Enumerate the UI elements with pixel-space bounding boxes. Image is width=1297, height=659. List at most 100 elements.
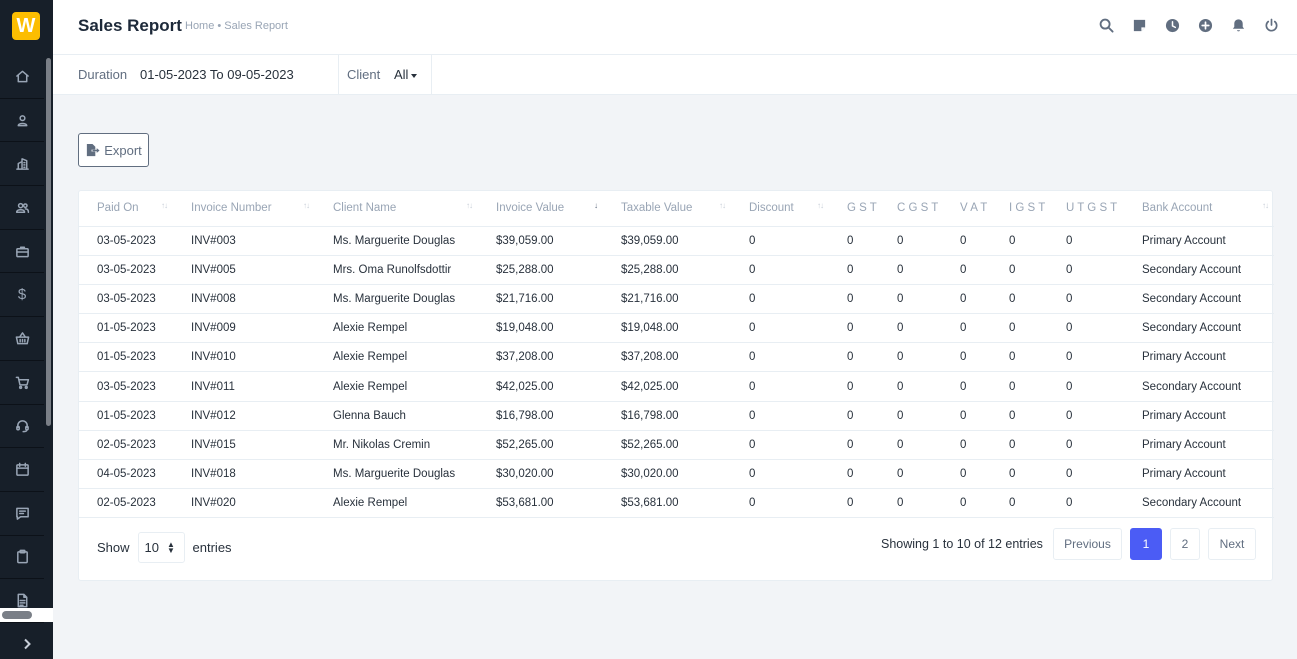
column-header-invoice-value[interactable]: Invoice Value ↓ — [478, 191, 603, 227]
logout-button[interactable] — [1264, 18, 1279, 33]
cell-paid-on: 02-05-2023 — [79, 488, 173, 519]
select-arrows-icon: ▲ ▼ — [167, 539, 175, 555]
sort-icon: ↑↓ — [303, 201, 310, 210]
search-button[interactable] — [1099, 18, 1114, 33]
sidebar-item-notice[interactable] — [0, 536, 44, 580]
sticky-notes-button[interactable] — [1132, 18, 1147, 33]
sidebar-scroll-thumb[interactable] — [46, 58, 51, 426]
clock-icon — [1165, 18, 1180, 33]
cell-gst: 0 — [829, 226, 879, 256]
notifications-button[interactable] — [1231, 18, 1246, 33]
cell-gst: 0 — [829, 459, 879, 490]
table-row: 03-05-2023 INV#005 Mrs. Oma Runolfsdottir $… — [79, 255, 1274, 285]
cell-discount: 0 — [731, 255, 829, 285]
cell-vat: 0 — [942, 430, 991, 461]
cell-client-name: Alexie Rempel — [315, 488, 478, 519]
client-dropdown[interactable]: All — [394, 67, 418, 82]
page-1-button[interactable]: 1 — [1130, 528, 1162, 560]
cell-discount: 0 — [731, 342, 829, 373]
sort-desc-icon: ↓ — [594, 201, 598, 210]
cell-cgst: 0 — [879, 313, 942, 344]
cell-client-name: Alexie Rempel — [315, 313, 478, 344]
cell-invoice-number[interactable]: INV#012 — [173, 401, 315, 431]
cell-invoice-number[interactable]: INV#005 — [173, 255, 315, 285]
cell-vat: 0 — [942, 401, 991, 431]
duration-filter[interactable]: Duration 01-05-2023 To 09-05-2023 — [53, 55, 339, 94]
pagination: Previous 1 2 Next — [1053, 528, 1256, 560]
cell-paid-on: 02-05-2023 — [79, 430, 173, 461]
column-header-client-name[interactable]: Client Name ↑↓ — [315, 191, 478, 227]
cell-paid-on: 01-05-2023 — [79, 401, 173, 431]
column-header-paid-on[interactable]: Paid On ↑↓ — [79, 191, 173, 227]
column-header-vat: V A T — [942, 191, 991, 227]
column-header-bank-account[interactable]: Bank Account ↑↓ — [1124, 191, 1274, 227]
column-label: Client Name — [333, 202, 397, 215]
cart-icon — [15, 376, 29, 389]
cell-invoice-number[interactable]: INV#018 — [173, 459, 315, 490]
app-logo[interactable]: W — [12, 12, 40, 40]
timer-button[interactable] — [1165, 18, 1180, 33]
sales-report-card: Paid On ↑↓ Invoice Number ↑↓ Client Name ↑↓… — [78, 190, 1274, 581]
previous-page-button[interactable]: Previous — [1053, 528, 1122, 560]
sidebar-item-tickets[interactable] — [0, 405, 44, 449]
sidebar-item-products[interactable] — [0, 317, 44, 361]
entries-select[interactable]: 10 ▲ ▼ — [137, 532, 185, 563]
column-header-taxable-value[interactable]: Taxable Value ↑↓ — [603, 191, 731, 227]
cell-invoice-number[interactable]: INV#010 — [173, 342, 315, 373]
top-header: Sales Report Home • Sales Report — [53, 0, 1297, 55]
quick-add-button[interactable] — [1198, 18, 1213, 33]
column-label: V A T — [960, 202, 988, 215]
cell-discount: 0 — [731, 430, 829, 461]
sidebar-item-leads[interactable] — [0, 99, 44, 143]
duration-label: Duration — [78, 67, 128, 82]
cell-invoice-number[interactable]: INV#009 — [173, 313, 315, 344]
table-body: 03-05-2023 INV#003 Ms. Marguerite Douglas $… — [79, 226, 1274, 519]
column-label: Taxable Value — [621, 202, 693, 215]
cell-invoice-number[interactable]: INV#008 — [173, 284, 315, 315]
client-label: Client — [347, 67, 381, 82]
file-export-icon — [87, 143, 100, 156]
cell-bank-account: Secondary Account — [1124, 284, 1274, 315]
sidebar-item-finance[interactable]: $ — [0, 273, 44, 318]
cell-invoice-number[interactable]: INV#003 — [173, 226, 315, 256]
sidebar-item-clients[interactable] — [0, 142, 44, 187]
sales-report-table: Paid On ↑↓ Invoice Number ↑↓ Client Name ↑↓… — [79, 191, 1274, 519]
sidebar-item-messages[interactable] — [0, 492, 44, 536]
cell-invoice-value: $19,048.00 — [478, 313, 603, 344]
sidebar-item-reports[interactable] — [0, 579, 44, 623]
column-header-invoice-number[interactable]: Invoice Number ↑↓ — [173, 191, 315, 227]
entries-label: entries — [192, 540, 232, 555]
sidebar-item-events[interactable] — [0, 448, 44, 492]
client-value: All — [394, 67, 409, 82]
cell-utgst: 0 — [1048, 371, 1124, 402]
client-filter[interactable]: Client All — [339, 55, 432, 94]
sidebar-collapse-button[interactable] — [0, 628, 53, 659]
next-page-button[interactable]: Next — [1208, 528, 1256, 560]
cell-invoice-number[interactable]: INV#011 — [173, 371, 315, 402]
export-button[interactable]: Export — [78, 133, 149, 167]
cell-taxable-value: $52,265.00 — [603, 430, 731, 461]
sidebar-horizontal-scroll-thumb[interactable] — [2, 611, 32, 619]
cell-invoice-number[interactable]: INV#020 — [173, 488, 315, 519]
sidebar-item-orders[interactable] — [0, 361, 44, 405]
duration-value[interactable]: 01-05-2023 To 09-05-2023 — [140, 67, 294, 82]
cell-discount: 0 — [731, 488, 829, 519]
column-header-discount[interactable]: Discount ↑↓ — [731, 191, 829, 227]
column-label: Invoice Number — [191, 202, 272, 215]
sidebar-item-dashboard[interactable] — [0, 55, 44, 99]
sort-icon: ↑↓ — [719, 201, 726, 210]
page-2-button[interactable]: 2 — [1170, 528, 1200, 560]
header-actions — [1099, 18, 1279, 33]
cell-invoice-number[interactable]: INV#015 — [173, 430, 315, 461]
cell-invoice-value: $37,208.00 — [478, 342, 603, 373]
cell-discount: 0 — [731, 284, 829, 315]
cell-discount: 0 — [731, 226, 829, 256]
cell-igst: 0 — [991, 313, 1048, 344]
sidebar-item-work[interactable] — [0, 230, 44, 274]
sidebar-item-hr[interactable] — [0, 186, 44, 230]
breadcrumb[interactable]: Home • Sales Report — [185, 20, 288, 32]
power-icon — [1265, 18, 1278, 32]
cell-vat: 0 — [942, 342, 991, 373]
cell-client-name: Ms. Marguerite Douglas — [315, 226, 478, 256]
column-header-utgst: U T G S T — [1048, 191, 1124, 227]
